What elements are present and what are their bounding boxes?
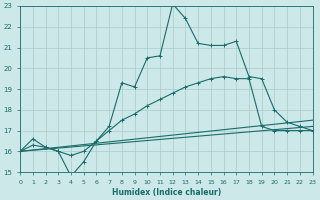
X-axis label: Humidex (Indice chaleur): Humidex (Indice chaleur) [112, 188, 221, 197]
